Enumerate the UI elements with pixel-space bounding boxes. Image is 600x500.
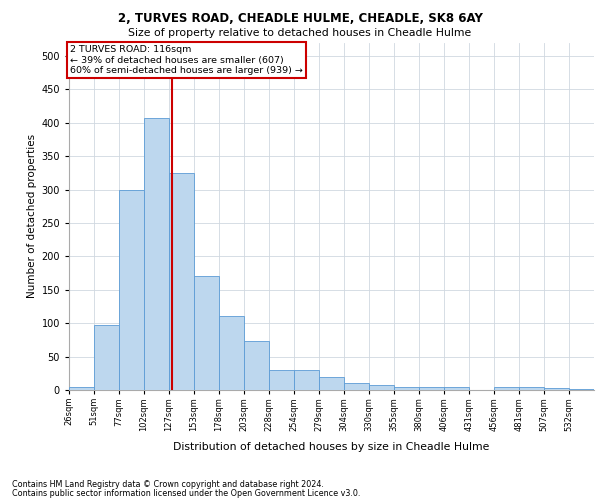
Bar (119, 190, 144, 390)
Bar (144, 118, 169, 390)
Bar (169, 173, 194, 390)
Bar (294, 370, 319, 390)
Bar (369, 386, 394, 390)
Bar (219, 316, 244, 390)
Bar (194, 276, 219, 390)
Bar (319, 378, 344, 390)
Bar (519, 388, 544, 390)
Bar (94, 325, 119, 390)
Bar (394, 388, 419, 390)
Text: 2 TURVES ROAD: 116sqm
← 39% of detached houses are smaller (607)
60% of semi-det: 2 TURVES ROAD: 116sqm ← 39% of detached … (70, 45, 303, 75)
Bar (494, 388, 519, 390)
Y-axis label: Number of detached properties: Number of detached properties (27, 134, 37, 298)
Bar (344, 382, 369, 390)
Text: Contains public sector information licensed under the Open Government Licence v3: Contains public sector information licen… (12, 488, 361, 498)
Text: Contains HM Land Registry data © Crown copyright and database right 2024.: Contains HM Land Registry data © Crown c… (12, 480, 324, 489)
Bar (419, 388, 444, 390)
Bar (244, 341, 269, 390)
Bar (69, 386, 94, 390)
Text: 2, TURVES ROAD, CHEADLE HULME, CHEADLE, SK8 6AY: 2, TURVES ROAD, CHEADLE HULME, CHEADLE, … (118, 12, 482, 26)
Bar (269, 370, 294, 390)
X-axis label: Distribution of detached houses by size in Cheadle Hulme: Distribution of detached houses by size … (173, 442, 490, 452)
Text: Size of property relative to detached houses in Cheadle Hulme: Size of property relative to detached ho… (128, 28, 472, 38)
Bar (544, 388, 569, 390)
Bar (569, 388, 594, 390)
Bar (444, 388, 469, 390)
